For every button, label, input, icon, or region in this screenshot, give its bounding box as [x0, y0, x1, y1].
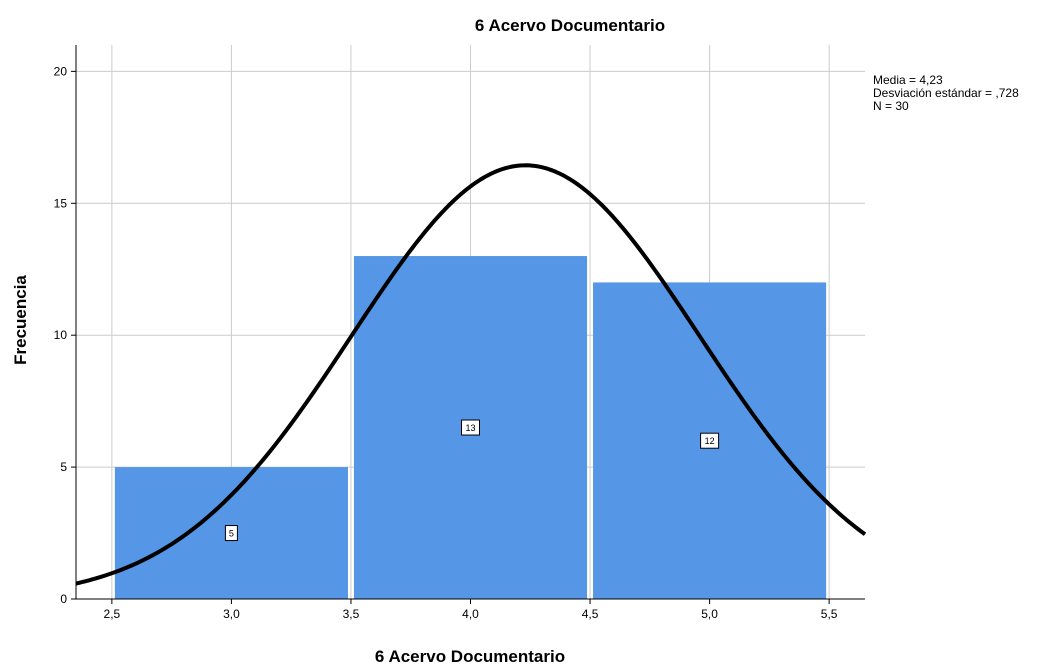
x-tick-label: 5,0: [701, 607, 718, 621]
stats-mean: Media = 4,23: [873, 73, 943, 87]
bar-label: 13: [465, 423, 475, 433]
bar-label: 5: [229, 529, 234, 539]
axes: [71, 45, 865, 604]
y-tick-label: 15: [54, 196, 68, 210]
bar-label-box: [224, 525, 238, 542]
y-tick-label: 10: [54, 328, 68, 342]
stats-std-dev: Desviación estándar = ,728: [873, 86, 1019, 100]
x-tick-label: 5,5: [821, 607, 838, 621]
stats-n: N = 30: [873, 99, 909, 113]
tick-labels: 0 5 10 15 20 2,5 3,0 3,5 4,0 4,5 5,0 5,5: [54, 64, 838, 621]
x-tick-label: 2,5: [104, 607, 121, 621]
y-tick-label: 0: [60, 592, 67, 606]
x-axis-label: 6 Acervo Documentario: [375, 647, 565, 664]
chart-title: 6 Acervo Documentario: [475, 16, 665, 35]
normal-curve-layer: [75, 163, 867, 586]
y-tick-label: 5: [60, 460, 67, 474]
bar-label: 12: [705, 436, 715, 446]
y-tick-label: 20: [54, 64, 68, 78]
x-tick-label: 4,0: [462, 607, 479, 621]
x-tick-label: 3,0: [223, 607, 240, 621]
x-tick-label: 3,5: [343, 607, 360, 621]
normal-curve: [75, 163, 867, 586]
y-axis-label: Frecuencia: [11, 275, 30, 365]
x-tick-label: 4,5: [582, 607, 599, 621]
bar-labels: 5 13 12: [224, 419, 720, 542]
bar-label-box: [461, 419, 480, 436]
bar-label-box: [700, 432, 720, 449]
